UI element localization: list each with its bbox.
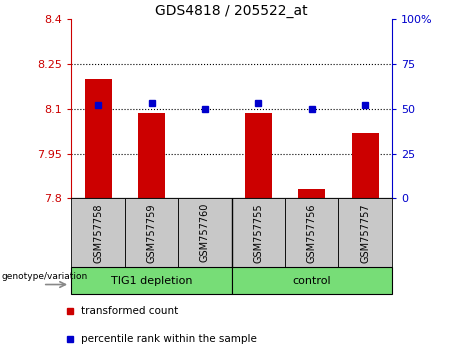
Bar: [71, 198, 125, 267]
Text: transformed count: transformed count: [82, 306, 179, 316]
Text: GSM757757: GSM757757: [360, 203, 370, 263]
Bar: [245, 113, 272, 198]
Title: GDS4818 / 205522_at: GDS4818 / 205522_at: [155, 5, 308, 18]
Bar: [138, 113, 165, 198]
Text: GSM757758: GSM757758: [93, 203, 103, 263]
Text: TIG1 depletion: TIG1 depletion: [111, 275, 192, 286]
Text: control: control: [292, 275, 331, 286]
Text: percentile rank within the sample: percentile rank within the sample: [82, 334, 257, 344]
Bar: [71, 267, 231, 294]
Bar: [231, 267, 392, 294]
Bar: [298, 189, 325, 198]
Bar: [125, 198, 178, 267]
Text: GSM757756: GSM757756: [307, 203, 317, 263]
Bar: [178, 198, 231, 267]
Bar: [352, 133, 378, 198]
Bar: [285, 198, 338, 267]
Text: GSM757755: GSM757755: [254, 203, 263, 263]
Bar: [85, 79, 112, 198]
Text: genotype/variation: genotype/variation: [1, 272, 88, 281]
Text: GSM757760: GSM757760: [200, 203, 210, 262]
Text: GSM757759: GSM757759: [147, 203, 157, 263]
Bar: [338, 198, 392, 267]
Bar: [231, 198, 285, 267]
